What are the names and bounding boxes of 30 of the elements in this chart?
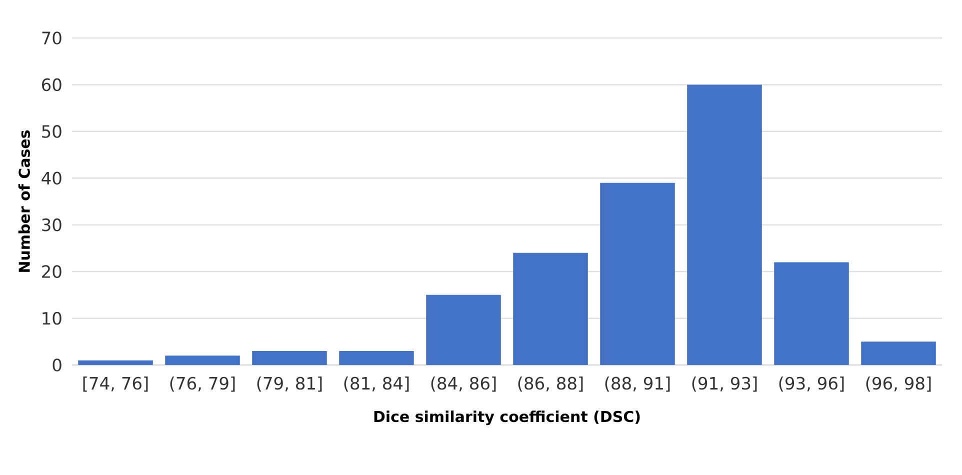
- bar: [252, 350, 327, 365]
- bar: [165, 356, 240, 365]
- y-tick-label: 50: [42, 125, 62, 138]
- bar: [339, 350, 414, 365]
- y-tick-label: 40: [42, 172, 62, 185]
- x-tick-label: (88, 91]: [605, 376, 670, 392]
- x-tick-label: (96, 98]: [866, 376, 931, 392]
- x-tick-label: (84, 86]: [431, 376, 496, 392]
- bar: [513, 252, 588, 365]
- bar: [600, 182, 675, 365]
- x-tick-label: (86, 88]: [518, 376, 583, 392]
- x-tick-label: (79, 81]: [257, 376, 322, 392]
- x-tick-label: (76, 79]: [170, 376, 235, 392]
- x-axis-title: Dice similarity coefficient (DSC): [374, 410, 640, 426]
- y-tick-label: 20: [42, 265, 62, 278]
- y-tick-label: 70: [42, 32, 62, 44]
- y-tick-label: 60: [42, 78, 62, 92]
- x-tick-label: (93, 96]: [779, 376, 844, 392]
- bar: [426, 294, 501, 365]
- x-tick-label: (91, 93]: [692, 376, 757, 392]
- y-tick-label: 30: [42, 218, 62, 232]
- bar: [687, 84, 762, 365]
- y-tick-label: 0: [52, 358, 62, 372]
- bar: [861, 342, 936, 365]
- x-tick-label: (81, 84]: [344, 376, 409, 392]
- x-tick-label: [74, 76]: [83, 376, 148, 392]
- y-axis-title: Number of Cases: [18, 130, 30, 272]
- bar: [78, 360, 153, 365]
- y-tick-label: 10: [42, 312, 62, 325]
- bar: [774, 262, 849, 365]
